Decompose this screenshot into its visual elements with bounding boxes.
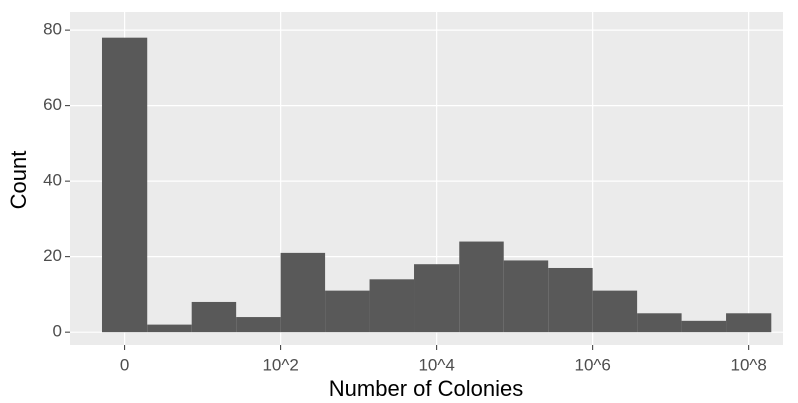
x-tick-label: 10^6 — [574, 355, 610, 374]
x-tick-label: 0 — [120, 355, 129, 374]
bar — [681, 320, 727, 333]
bar — [459, 241, 504, 333]
x-tick-label: 10^2 — [262, 355, 298, 374]
y-tick-label: 20 — [43, 246, 62, 265]
bar — [280, 252, 326, 333]
y-tick-label: 0 — [53, 322, 62, 341]
bar — [414, 264, 460, 333]
bar — [236, 317, 281, 333]
bar — [101, 37, 148, 333]
x-axis-title: Number of Colonies — [329, 376, 523, 401]
y-tick-label: 60 — [43, 95, 62, 114]
bar — [548, 267, 593, 333]
y-axis-title: Count — [6, 151, 31, 210]
bar — [637, 313, 682, 333]
bar — [191, 301, 237, 333]
bar — [325, 290, 370, 333]
x-tick-label: 10^8 — [731, 355, 767, 374]
bar — [369, 279, 415, 333]
y-tick-label: 40 — [43, 171, 62, 190]
x-tick-label: 10^4 — [418, 355, 454, 374]
bar — [147, 324, 192, 333]
bar — [503, 260, 549, 333]
bar — [726, 313, 772, 333]
bar — [592, 290, 638, 333]
y-tick-label: 80 — [43, 20, 62, 39]
